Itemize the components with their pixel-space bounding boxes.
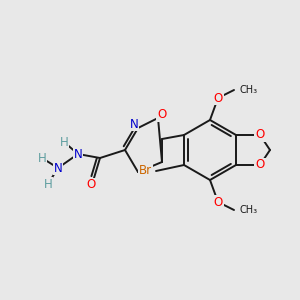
Text: O: O xyxy=(158,109,166,122)
Text: CH₃: CH₃ xyxy=(240,205,258,215)
Text: O: O xyxy=(213,196,223,208)
Text: Br: Br xyxy=(139,164,152,178)
Text: N: N xyxy=(54,161,62,175)
Text: O: O xyxy=(255,158,265,172)
Text: N: N xyxy=(130,118,138,130)
Text: CH₃: CH₃ xyxy=(240,85,258,95)
Text: H: H xyxy=(38,152,46,164)
Text: H: H xyxy=(60,136,68,148)
Text: O: O xyxy=(86,178,96,191)
Text: N: N xyxy=(74,148,82,160)
Text: O: O xyxy=(255,128,265,142)
Text: O: O xyxy=(213,92,223,104)
Text: H: H xyxy=(44,178,52,190)
